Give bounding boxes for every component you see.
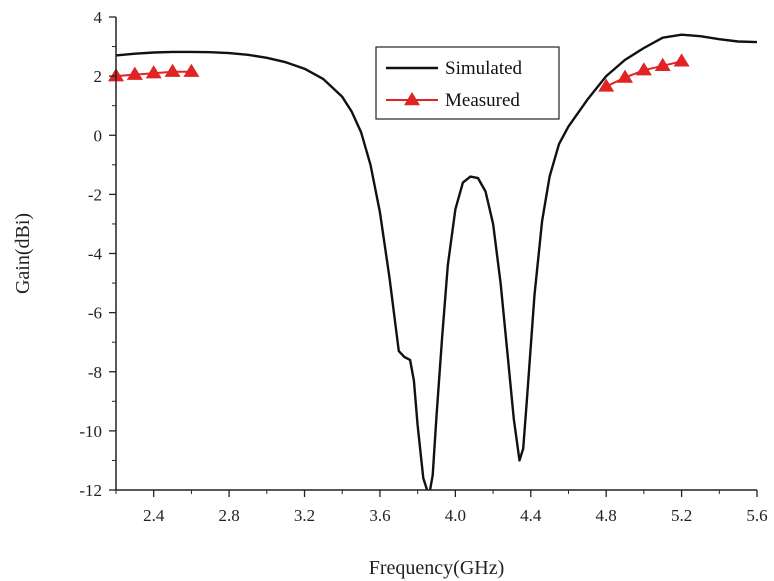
measured-point-marker <box>635 62 652 76</box>
x-tick-label: 2.8 <box>218 506 239 525</box>
x-tick-label: 5.2 <box>671 506 692 525</box>
measured-point-marker <box>126 66 143 80</box>
y-tick-label: -6 <box>88 304 102 323</box>
simulated-series-line <box>116 33 757 490</box>
y-tick-label: 0 <box>94 126 103 145</box>
x-tick-label: 3.6 <box>369 506 390 525</box>
x-tick-label: 2.4 <box>143 506 165 525</box>
legend-measured-marker <box>404 92 420 106</box>
y-tick-label: -10 <box>79 422 102 441</box>
y-axis-title: Gain(dBi) <box>12 213 34 294</box>
measured-point-marker <box>598 78 615 92</box>
measured-point-marker <box>164 63 181 77</box>
measured-point-marker <box>654 57 671 71</box>
measured-point-marker <box>183 63 200 77</box>
legend-box <box>375 46 560 120</box>
legend-simulated-label: Simulated <box>445 58 523 79</box>
y-tick-label: -2 <box>88 185 102 204</box>
legend: Simulated Measured <box>375 46 560 120</box>
y-tick-label: -12 <box>79 481 102 500</box>
y-tick-label: 4 <box>94 8 103 27</box>
y-tick-label: -8 <box>88 363 102 382</box>
legend-measured-label: Measured <box>445 90 520 111</box>
x-tick-label: 5.6 <box>746 506 767 525</box>
x-tick-label: 4.8 <box>596 506 617 525</box>
measured-point-marker <box>145 65 162 79</box>
y-tick-label: -4 <box>88 245 103 264</box>
measured-point-marker <box>673 53 690 67</box>
x-tick-label: 3.2 <box>294 506 315 525</box>
measured-point-marker <box>617 69 634 83</box>
x-axis-title: Frequency(GHz) <box>369 557 505 579</box>
x-tick-label: 4.0 <box>445 506 466 525</box>
axes: 2.4 2.8 3.2 3.6 4.0 4.4 4.8 5.2 5.6 4 2 0 -2 -4 -6 -8 -1… <box>79 8 767 525</box>
plot-area <box>108 33 757 490</box>
x-tick-label: 4.4 <box>520 506 542 525</box>
y-tick-label: 2 <box>94 67 103 86</box>
